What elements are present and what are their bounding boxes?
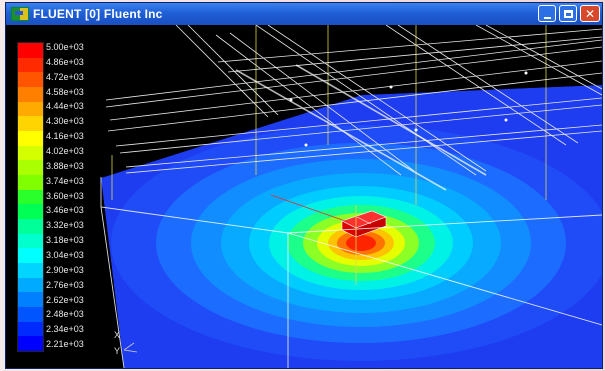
- colorbar-tick-label: 4.44e+03: [46, 101, 84, 112]
- colorbar-tick-label: 3.46e+03: [46, 205, 84, 216]
- colorbar-swatch: [18, 160, 43, 176]
- colorbar-tick-label: 3.88e+03: [46, 160, 84, 171]
- colorbar-tick-label: 3.18e+03: [46, 235, 84, 246]
- colorbar-swatch: [18, 233, 43, 249]
- colorbar-swatch: [18, 336, 43, 352]
- colorbar-tick-label: 4.86e+03: [46, 56, 84, 67]
- colorbar-labels: 5.00e+03 4.86e+03 4.72e+03 4.58e+03 4.44e+03…: [46, 40, 84, 352]
- window-title: FLUENT [0] Fluent Inc: [33, 7, 163, 21]
- minimize-icon[interactable]: [538, 5, 556, 22]
- colorbar-tick-label: 4.72e+03: [46, 71, 84, 82]
- colorbar-swatch: [18, 57, 43, 73]
- ceiling-beam-grid: [105, 25, 602, 191]
- graphics-viewport[interactable]: 5.00e+03 4.86e+03 4.72e+03 4.58e+03 4.44e+03…: [6, 25, 602, 368]
- colorbar-swatch: [18, 307, 43, 322]
- colorbar-swatch: [18, 292, 43, 308]
- fluent-app-icon[interactable]: [11, 7, 29, 21]
- colorbar-tick-label: 3.32e+03: [46, 220, 84, 231]
- colorbar-swatch: [18, 204, 43, 220]
- colorbar-swatch: [18, 101, 43, 117]
- colorbar-swatch: [18, 43, 43, 58]
- colorbar-tick-label: 2.34e+03: [46, 324, 84, 335]
- beam-joints: [289, 71, 528, 147]
- axis-x-label: X: [114, 330, 121, 340]
- contour-scene: [100, 25, 602, 368]
- red-probe-line: [270, 194, 352, 224]
- colorbar-tick-label: 3.04e+03: [46, 249, 84, 260]
- fluent-window: FLUENT [0] Fluent Inc ✕: [5, 2, 603, 369]
- colorbar-tick-label: 2.21e+03: [46, 339, 84, 350]
- colorbar-swatch: [18, 219, 43, 234]
- colorbar-swatch: [18, 87, 43, 102]
- colorbar-tick-label: 4.02e+03: [46, 145, 84, 156]
- colorbar-tick-label: 4.30e+03: [46, 116, 84, 127]
- colorbar-tick-label: 3.60e+03: [46, 190, 84, 201]
- colorbar-swatch: [18, 175, 43, 190]
- colorbar-swatch: [18, 277, 43, 293]
- colorbar-tick-label: 2.48e+03: [46, 309, 84, 320]
- maximize-icon[interactable]: [559, 5, 577, 22]
- colorbar-tick-label: 2.90e+03: [46, 264, 84, 275]
- close-icon[interactable]: ✕: [580, 5, 600, 22]
- colorbar-tick-label: 2.76e+03: [46, 279, 84, 290]
- axis-triad: [123, 342, 138, 353]
- colorbar-tick-label: 5.00e+03: [46, 41, 84, 52]
- temperature-contour-floor: [101, 85, 602, 368]
- domain-box: [100, 177, 602, 368]
- colorbar-tick-label: 4.16e+03: [46, 131, 84, 142]
- colorbar: [17, 42, 44, 352]
- colorbar-swatch: [18, 116, 43, 132]
- colorbar-swatch: [18, 72, 43, 88]
- heat-source-block: [341, 210, 387, 238]
- colorbar-swatch: [18, 263, 43, 278]
- title-bar[interactable]: FLUENT [0] Fluent Inc ✕: [6, 3, 602, 25]
- colorbar-swatch: [18, 131, 43, 146]
- colorbar-swatch: [18, 189, 43, 205]
- colorbar-tick-label: 4.58e+03: [46, 86, 84, 97]
- colorbar-tick-label: 2.62e+03: [46, 294, 84, 305]
- colorbar-swatch: [18, 145, 43, 161]
- colorbar-swatch: [18, 248, 43, 264]
- axis-y-label: Y: [114, 346, 121, 356]
- colorbar-swatch: [18, 321, 43, 337]
- colorbar-tick-label: 3.74e+03: [46, 175, 84, 186]
